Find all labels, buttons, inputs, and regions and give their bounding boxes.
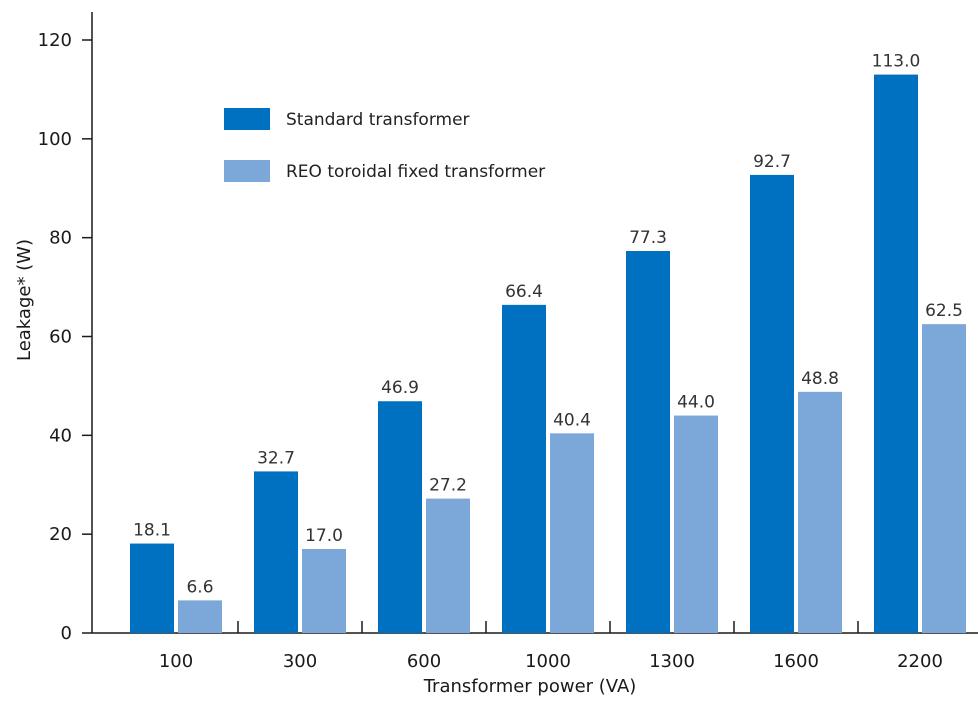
y-tick-label: 60 [49,327,72,348]
data-label-series-2: 44.0 [677,393,715,413]
bars [130,74,966,634]
axes: 0 20 40 60 80 100 120 100 300 600 1000 1300 1600 2200 [38,12,978,672]
x-tick-label: 600 [407,651,441,672]
legend-swatch [224,160,270,182]
x-tick-label: 100 [159,651,193,672]
x-tick-label: 1600 [773,651,819,672]
bar-series-1 [750,174,794,633]
y-axis-title: Leakage* (W) [14,239,35,361]
x-axis-title: Transformer power (VA) [423,676,637,697]
bar-series-2 [798,391,842,633]
bar-series-1 [626,251,670,634]
data-label-series-1: 92.7 [753,152,791,172]
y-tick-label: 120 [38,30,72,51]
bar-series-1 [378,401,422,633]
y-tick-label: 0 [61,623,72,644]
y-tick-label: 100 [38,129,72,150]
x-tick-label: 2200 [897,651,943,672]
bar-series-2 [302,548,346,633]
y-tick-label: 80 [49,228,72,249]
x-tick-label: 1000 [525,651,571,672]
legend-swatch [224,108,270,130]
data-label-series-1: 66.4 [505,282,543,302]
y-tick-label: 20 [49,524,72,545]
legend: Standard transformer REO toroidal fixed t… [224,108,545,182]
value-labels: 18.1 32.7 46.9 66.4 77.3 92.7 113.0 6.6 17.0 27.2… [133,52,963,598]
bar-series-2 [178,600,222,633]
data-label-series-2: 62.5 [925,301,963,321]
data-label-series-2: 40.4 [553,410,591,430]
legend-label: REO toroidal fixed transformer [286,162,545,182]
x-tick-label: 300 [283,651,317,672]
data-label-series-1: 32.7 [257,448,295,468]
data-label-series-1: 77.3 [629,228,667,248]
data-label-series-1: 18.1 [133,521,171,541]
bar-series-1 [254,471,298,633]
data-label-series-2: 6.6 [186,577,213,597]
x-tick-label: 1300 [649,651,695,672]
bar-series-1 [130,543,174,633]
legend-label: Standard transformer [286,110,470,130]
data-label-series-1: 113.0 [872,52,921,72]
bar-series-2 [426,498,470,633]
bar-series-2 [922,324,966,633]
bar-series-1 [502,304,546,633]
bar-series-2 [550,433,594,633]
bar-series-2 [674,415,718,633]
data-label-series-2: 48.8 [801,369,839,389]
data-label-series-2: 17.0 [305,526,343,546]
y-tick-label: 40 [49,425,72,446]
data-label-series-1: 46.9 [381,378,419,398]
bar-series-1 [874,74,918,633]
data-label-series-2: 27.2 [429,476,467,496]
